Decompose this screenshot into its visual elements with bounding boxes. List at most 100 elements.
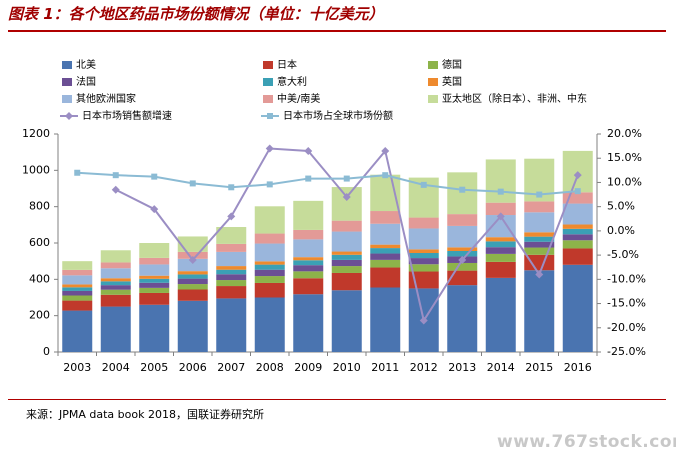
bar-segment bbox=[447, 262, 478, 271]
bar-segment bbox=[293, 278, 324, 295]
x-tick-label: 2015 bbox=[525, 361, 553, 374]
legend-label: 中美/南美 bbox=[277, 92, 320, 105]
bar-segment bbox=[562, 228, 593, 235]
x-tick-label: 2011 bbox=[371, 361, 399, 374]
bar-segment bbox=[524, 236, 555, 242]
x-tick-label: 2016 bbox=[564, 361, 592, 374]
bar-segment bbox=[331, 220, 362, 232]
bar-segment bbox=[139, 264, 170, 276]
bar-segment bbox=[485, 247, 516, 254]
y2-tick-label: 15.0% bbox=[607, 151, 642, 164]
line-point bbox=[536, 191, 543, 198]
legend-swatch bbox=[62, 95, 72, 103]
x-tick-label: 2004 bbox=[102, 361, 130, 374]
bar-segment bbox=[177, 251, 208, 259]
source-divider bbox=[8, 399, 666, 400]
y2-tick-label: -15.0% bbox=[607, 297, 646, 310]
line-point bbox=[74, 169, 81, 176]
bar-segment bbox=[100, 306, 131, 352]
bar-segment bbox=[447, 285, 478, 352]
bar-segment bbox=[100, 294, 131, 307]
bar-segment bbox=[485, 277, 516, 352]
bar-segment bbox=[447, 270, 478, 286]
bar-segment bbox=[216, 243, 247, 252]
y2-tick-label: 5.0% bbox=[607, 200, 635, 213]
y-tick-label: 1200 bbox=[22, 127, 50, 140]
legend-swatch bbox=[263, 61, 273, 69]
bar-segment bbox=[293, 200, 324, 230]
axes: 0 200 400 600 800 1000 1200 -25.0% -20.0% -15.0% -… bbox=[22, 127, 646, 374]
line-point bbox=[189, 180, 196, 187]
legend-label: 北美 bbox=[76, 58, 96, 71]
x-tick-label: 2005 bbox=[140, 361, 168, 374]
legend-swatch bbox=[62, 78, 72, 86]
x-tick-label: 2003 bbox=[63, 361, 91, 374]
line-point bbox=[228, 184, 235, 191]
legend-swatch bbox=[263, 95, 273, 103]
bar-segment bbox=[254, 206, 285, 234]
line-point bbox=[458, 255, 467, 264]
bar-segment bbox=[139, 275, 170, 279]
bar-segment bbox=[62, 295, 93, 301]
legend-label: 日本 bbox=[277, 58, 297, 71]
bar-segment bbox=[485, 237, 516, 242]
line-point bbox=[151, 173, 158, 180]
bar-segment bbox=[331, 259, 362, 267]
bar-segment bbox=[216, 286, 247, 299]
legend-label: 亚太地区（除日本）、非洲、中东 bbox=[442, 92, 587, 105]
x-tick-label: 2007 bbox=[217, 361, 245, 374]
bar-segment bbox=[293, 294, 324, 352]
bar-segment bbox=[447, 247, 478, 251]
bar-segment bbox=[62, 269, 93, 276]
bar-segment bbox=[216, 266, 247, 270]
bar-segment bbox=[62, 275, 93, 285]
bar-segment bbox=[293, 260, 324, 266]
x-tick-label: 2010 bbox=[333, 361, 361, 374]
line-point bbox=[459, 186, 466, 193]
bar-segment bbox=[177, 271, 208, 275]
line-point bbox=[574, 188, 581, 195]
bar-segment bbox=[408, 252, 439, 259]
bar-segment bbox=[370, 259, 401, 268]
bar-segment bbox=[562, 224, 593, 229]
y2-tick-label: 20.0% bbox=[607, 127, 642, 140]
y2-tick-label: -10.0% bbox=[607, 272, 646, 285]
y-tick-label: 600 bbox=[29, 236, 50, 249]
legend-label: 英国 bbox=[442, 75, 462, 88]
y-tick-label: 1000 bbox=[22, 163, 50, 176]
bar-segment bbox=[139, 278, 170, 283]
bar-segment bbox=[447, 225, 478, 248]
bar-segment bbox=[254, 264, 285, 270]
bar-segment bbox=[485, 241, 516, 248]
bar-segment bbox=[331, 251, 362, 255]
bar-segment bbox=[293, 265, 324, 272]
line-point bbox=[188, 255, 197, 264]
bar-segment bbox=[331, 272, 362, 291]
title-divider bbox=[8, 30, 666, 32]
x-tick-label: 2009 bbox=[294, 361, 322, 374]
legend-swatch bbox=[428, 78, 438, 86]
line-point bbox=[497, 188, 504, 195]
legend-swatch bbox=[428, 61, 438, 69]
bar-segment bbox=[524, 247, 555, 255]
bar-segment bbox=[331, 254, 362, 260]
bar-segment bbox=[177, 258, 208, 272]
bar-segment bbox=[100, 285, 131, 290]
line-point bbox=[342, 192, 351, 201]
bar-segment bbox=[177, 278, 208, 285]
bar-segment bbox=[177, 289, 208, 301]
line-point bbox=[381, 146, 390, 155]
bar-segment bbox=[524, 241, 555, 248]
line-point bbox=[111, 185, 120, 194]
line-point bbox=[265, 144, 274, 153]
y2-tick-label: 10.0% bbox=[607, 175, 642, 188]
bar-segment bbox=[139, 243, 170, 258]
bar-segment bbox=[254, 282, 285, 298]
bar-segment bbox=[562, 192, 593, 204]
bar-segment bbox=[177, 236, 208, 252]
bar-segment bbox=[562, 248, 593, 265]
bar-segment bbox=[216, 251, 247, 267]
bar-segment bbox=[177, 284, 208, 290]
bar-segment bbox=[370, 223, 401, 245]
